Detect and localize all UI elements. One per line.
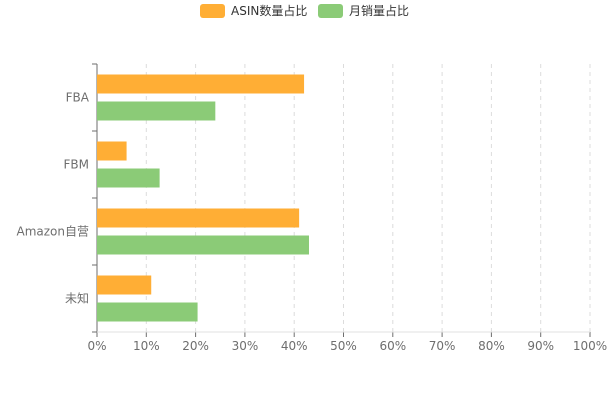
x-tick-label: 70% (429, 339, 456, 353)
x-tick-label: 100% (573, 339, 607, 353)
bar[interactable] (97, 141, 127, 161)
y-category-label: FBA (66, 91, 90, 105)
y-category-label: FBM (64, 158, 90, 172)
legend[interactable]: ASIN数量占比 月销量占比 (200, 3, 409, 18)
bar[interactable] (97, 101, 216, 121)
bar[interactable] (97, 208, 300, 228)
legend-label[interactable]: 月销量占比 (349, 3, 409, 18)
x-tick-label: 90% (527, 339, 554, 353)
x-tick-label: 0% (87, 339, 106, 353)
bar[interactable] (97, 235, 309, 255)
x-tick-label: 40% (281, 339, 308, 353)
x-tick-label: 10% (133, 339, 160, 353)
x-tick-label: 80% (478, 339, 505, 353)
legend-swatch[interactable] (318, 4, 343, 18)
bar[interactable] (97, 302, 198, 322)
bar[interactable] (97, 74, 305, 94)
bar[interactable] (97, 168, 160, 188)
y-category-label: Amazon自营 (17, 225, 90, 239)
bars (97, 74, 309, 322)
x-tick-label: 50% (330, 339, 357, 353)
axis-labels: 0% 10% 20% 30% 40% 50% 60% 70% 80% 90% 100% FBA FBM A… (17, 91, 608, 354)
x-tick-label: 20% (182, 339, 209, 353)
bar[interactable] (97, 275, 152, 295)
legend-label[interactable]: ASIN数量占比 (231, 3, 307, 18)
x-tick-label: 30% (232, 339, 259, 353)
x-tick-label: 60% (379, 339, 406, 353)
y-category-label: 未知 (65, 292, 89, 306)
legend-swatch[interactable] (200, 4, 225, 18)
